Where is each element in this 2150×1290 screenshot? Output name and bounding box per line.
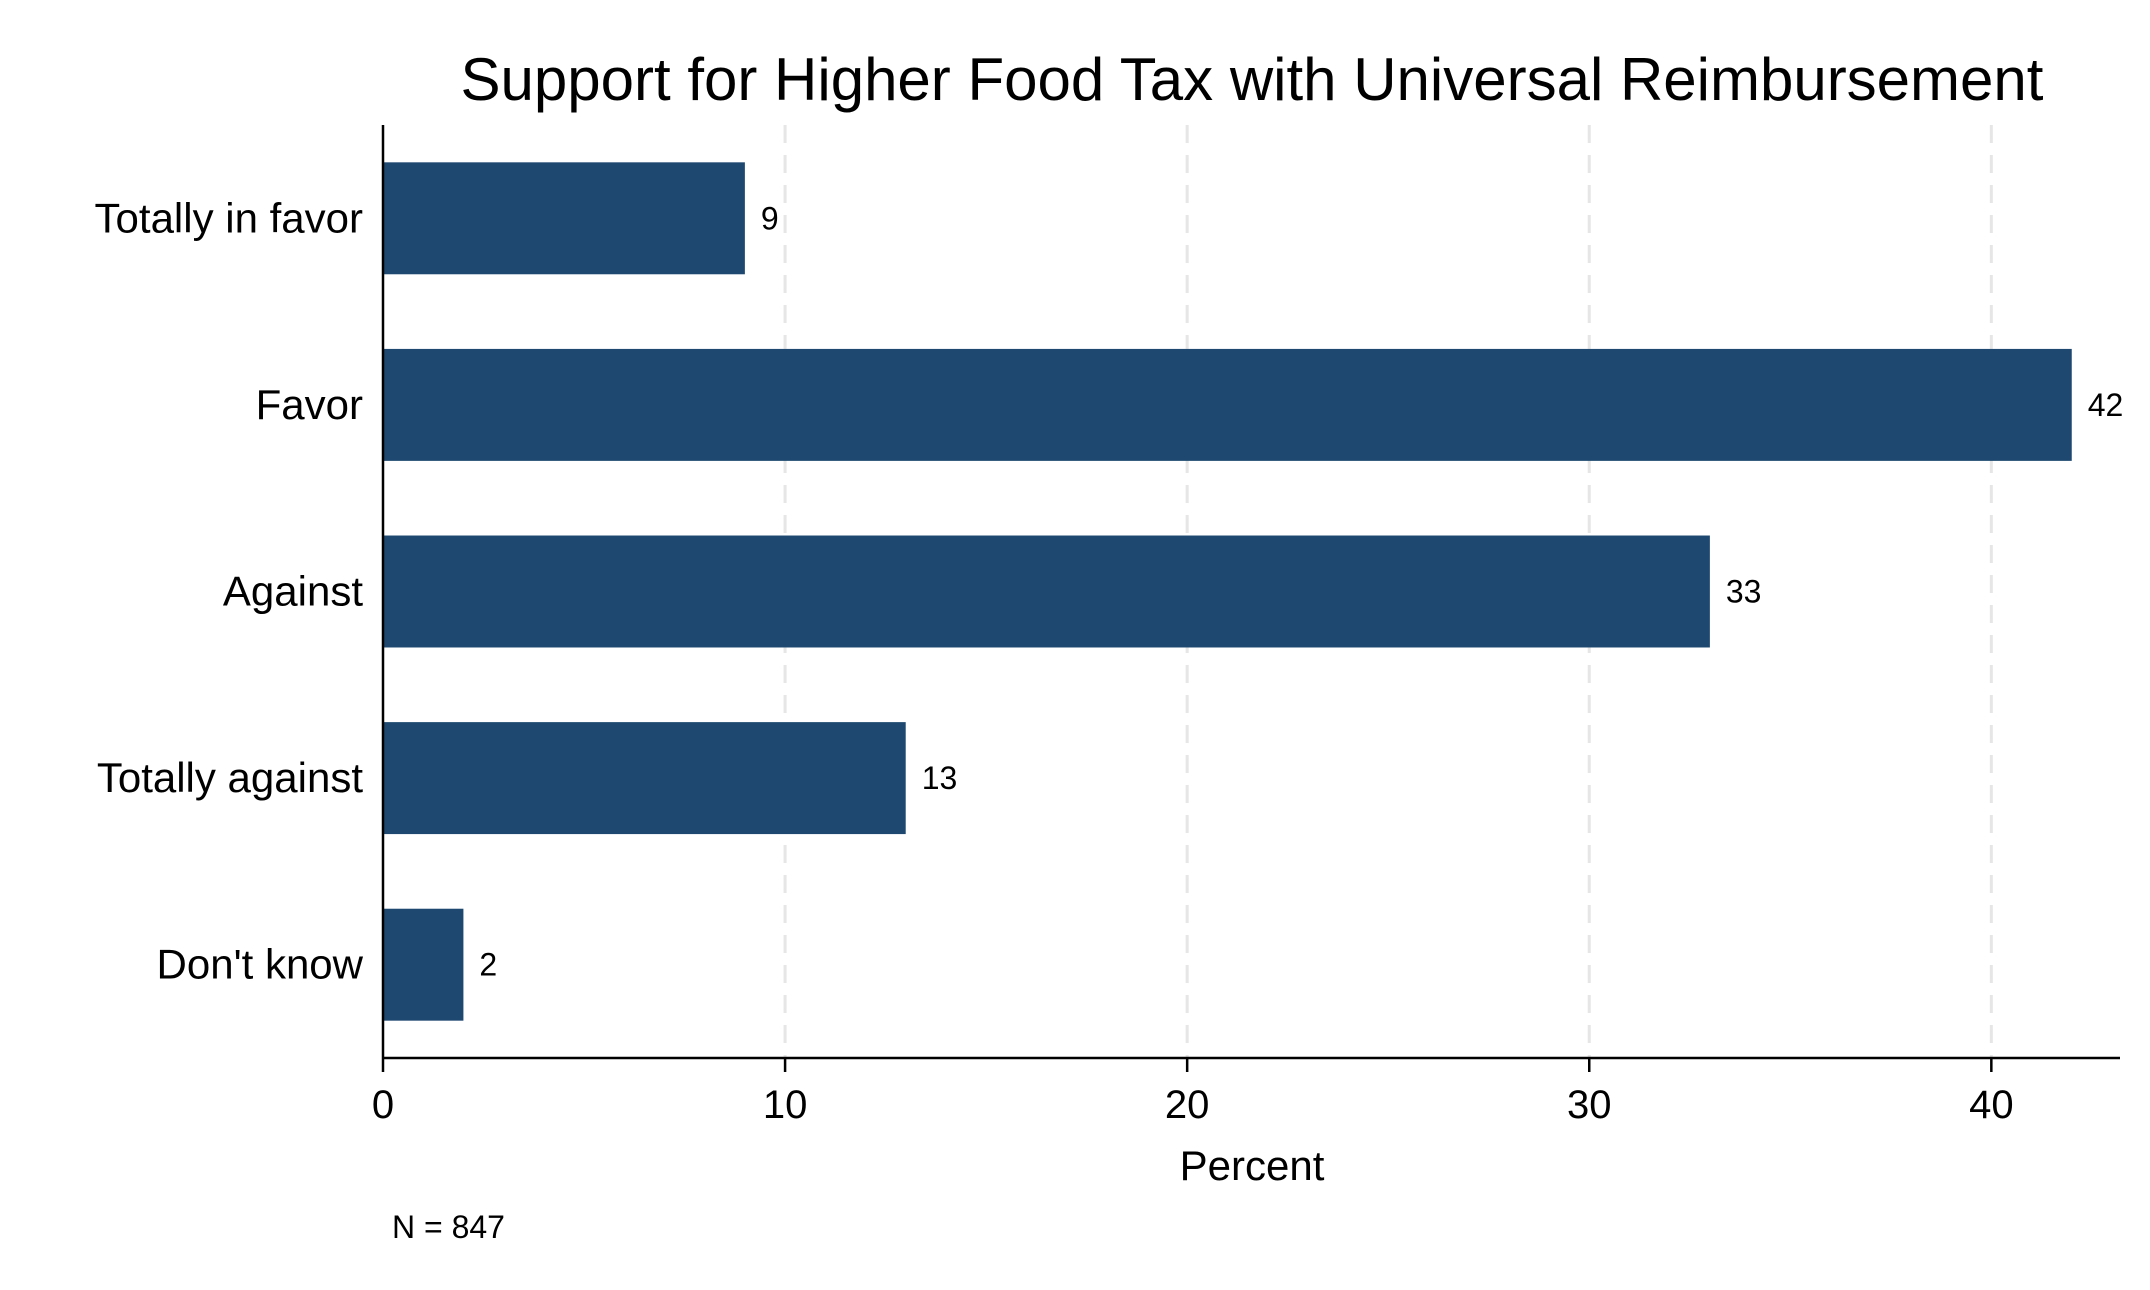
data-label-2: 33 bbox=[1726, 574, 1762, 610]
bar-3 bbox=[383, 722, 906, 835]
bar-2 bbox=[383, 535, 1710, 648]
data-label-0: 9 bbox=[761, 200, 779, 236]
x-tick-label-20: 20 bbox=[1165, 1083, 1210, 1127]
category-label-0: Totally in favor bbox=[95, 194, 363, 241]
category-label-2: Against bbox=[223, 568, 363, 615]
bar-1 bbox=[383, 348, 2072, 461]
sample-size-note: N = 847 bbox=[392, 1209, 505, 1245]
category-label-3: Totally against bbox=[97, 754, 363, 801]
data-label-1: 42 bbox=[2088, 387, 2124, 423]
bar-4 bbox=[383, 908, 464, 1021]
category-label-4: Don't know bbox=[157, 941, 364, 988]
x-tick-label-10: 10 bbox=[763, 1083, 808, 1127]
x-axis-title: Percent bbox=[1180, 1142, 1325, 1189]
x-tick-label-40: 40 bbox=[1969, 1083, 2014, 1127]
data-label-4: 2 bbox=[479, 947, 497, 983]
labels: 9 Totally in favor 42 Favor 33 Against 13 Total… bbox=[95, 194, 2124, 987]
chart-title: Support for Higher Food Tax with Univers… bbox=[461, 46, 2044, 113]
x-tick-label-30: 30 bbox=[1567, 1083, 1612, 1127]
bars bbox=[383, 162, 2072, 1021]
bar-0 bbox=[383, 162, 745, 275]
category-label-1: Favor bbox=[256, 381, 363, 428]
x-tick-label-0: 0 bbox=[372, 1083, 394, 1127]
axes: 0 10 20 30 40 bbox=[372, 125, 2120, 1127]
data-label-3: 13 bbox=[922, 760, 958, 796]
